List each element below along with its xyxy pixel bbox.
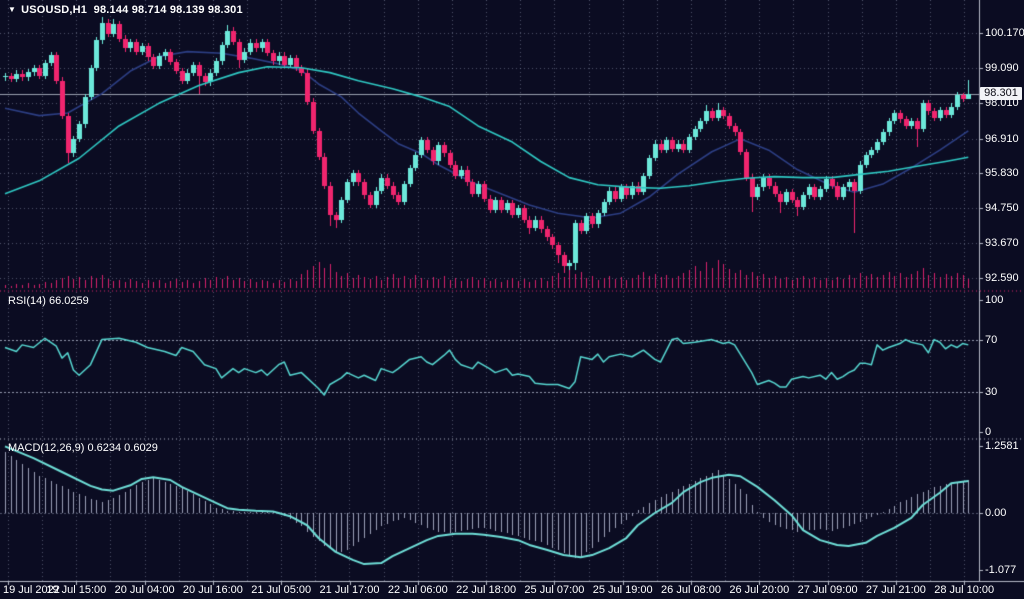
macd-axis-label: -1.077 [985,564,1017,577]
time-axis-label: 22 Jul 06:00 [387,584,448,596]
symbol-name: USOUSD,H1 [21,4,88,16]
dropdown-triangle-icon[interactable]: ▼ [8,5,17,14]
rsi-indicator-label: RSI(14) 66.0259 [8,295,89,307]
rsi-axis-label: 30 [985,386,998,399]
time-axis-label: 20 Jul 04:00 [114,584,175,596]
macd-axis-label: 0.00 [985,507,1007,519]
price-axis-label: 94.750 [985,202,1019,215]
time-axis-label: 20 Jul 16:00 [182,584,243,596]
time-axis-label: 19 Jul 15:00 [46,584,107,596]
time-axis-label: 25 Jul 19:00 [592,584,653,596]
time-axis-label: 27 Jul 09:00 [797,584,858,596]
time-axis-label: 22 Jul 18:00 [456,584,517,596]
time-axis-label: 27 Jul 21:00 [865,584,926,596]
time-axis-label: 19 Jul 2022 [3,584,60,596]
rsi-axis-label: 70 [985,333,998,346]
price-axis-label: 96.910 [985,132,1019,145]
ohlc-values: 98.144 98.714 98.139 98.301 [93,4,243,16]
price-axis-label: 98.010 [985,97,1019,109]
time-axis-label: 26 Jul 08:00 [661,584,721,596]
macd-axis-label: 1.2581 [985,440,1019,452]
price-axis-label: 100.170 [985,27,1024,40]
time-axis-label: 21 Jul 05:00 [251,584,312,596]
price-axis-label: 93.670 [985,237,1019,250]
time-axis-label: 25 Jul 07:00 [524,584,585,596]
rsi-axis-label: 100 [985,294,1004,306]
time-axis-label: 21 Jul 17:00 [319,584,380,596]
rsi-axis-label: 0 [985,426,992,438]
price-axis-label: 92.590 [985,272,1019,285]
macd-indicator-label: MACD(12,26,9) 0.6234 0.6029 [8,442,158,454]
price-axis-label: 95.830 [985,167,1019,180]
current-price-tag: 98.301 [980,87,1022,100]
price-axis-label: 99.090 [985,62,1019,75]
time-axis-label: 26 Jul 20:00 [729,584,790,596]
time-axis-label: 28 Jul 10:00 [934,584,995,596]
symbol-title: ▼ USOUSD,H1 98.144 98.714 98.139 98.301 [8,4,243,16]
